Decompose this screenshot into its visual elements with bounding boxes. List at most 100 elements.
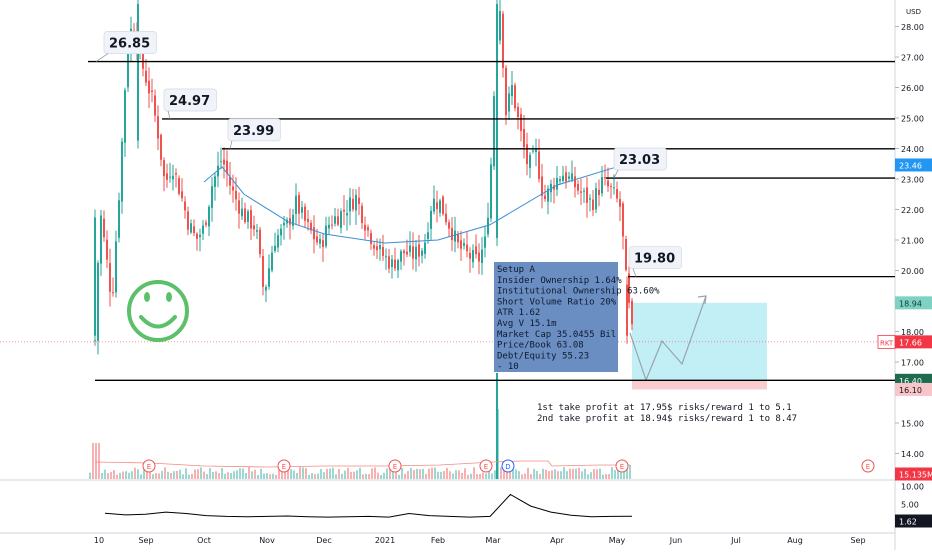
volume-bar	[503, 469, 505, 479]
earnings-marker-icon	[388, 459, 402, 473]
candle-body	[379, 245, 381, 249]
atr-value-badge: 1.62	[895, 514, 932, 528]
candle-body	[571, 173, 573, 180]
x-tick-label: Mar	[485, 536, 501, 545]
candle-body	[562, 175, 564, 181]
candle-body	[610, 186, 612, 188]
candle-body	[127, 50, 129, 88]
x-tick-label: Oct	[197, 536, 211, 545]
candle-body	[295, 195, 297, 214]
stop-price-badge-bg	[895, 382, 932, 396]
y-tick-label: 17.00	[901, 359, 924, 368]
candle-body	[367, 227, 369, 231]
volume-bar	[470, 473, 472, 479]
level-callout-pointer	[167, 110, 171, 120]
candle-body	[553, 185, 555, 190]
candle-body	[631, 300, 633, 325]
candle-body	[175, 173, 177, 175]
y-tick-label: 18.00	[901, 328, 924, 337]
candle-body	[157, 116, 159, 139]
level-callout-box	[613, 147, 667, 171]
candle-body	[199, 234, 201, 238]
volume-bar	[614, 470, 616, 479]
volume-bar	[467, 474, 469, 479]
volume-bar	[254, 469, 256, 479]
volume-bar	[374, 467, 376, 479]
volume-layer	[89, 373, 631, 479]
earnings-marker-icon	[277, 459, 291, 473]
candle-body	[406, 251, 408, 255]
volume-bar	[389, 467, 391, 479]
level-callout-pointer	[229, 140, 233, 149]
candle-body	[166, 173, 168, 180]
volume-bar	[356, 470, 358, 479]
candle-body	[592, 199, 594, 210]
volume-bar	[521, 474, 523, 479]
volume-bar	[302, 467, 304, 479]
volume-bar	[200, 467, 202, 479]
volume-bar	[461, 472, 463, 479]
candle-body	[469, 253, 471, 259]
candle-body	[457, 234, 459, 243]
candle-body	[439, 200, 441, 213]
y-tick-label: 21.00	[901, 237, 924, 246]
volume-bar	[344, 470, 346, 479]
candle-body	[217, 165, 219, 177]
volume-bar	[458, 470, 460, 479]
volume-bar	[287, 467, 289, 479]
y-tick-label: 25.00	[901, 115, 924, 124]
candle-body	[235, 190, 237, 200]
candle-body	[337, 216, 339, 225]
candle-body	[628, 273, 630, 303]
candle-body	[586, 187, 588, 203]
volume-bar	[602, 474, 604, 479]
volume-bar	[260, 468, 262, 479]
volume-bar	[323, 472, 325, 479]
candle-body	[565, 172, 567, 182]
volume-bar	[221, 467, 223, 479]
candle-body	[547, 188, 549, 202]
candle-body	[154, 95, 156, 116]
candle-body	[607, 180, 609, 187]
volume-bar	[575, 468, 577, 479]
candle-body	[109, 263, 111, 292]
volume-bar	[269, 474, 271, 479]
candle-body	[568, 176, 570, 179]
volume-bar	[227, 472, 229, 479]
level-callout-box	[628, 246, 682, 270]
candle-body	[520, 114, 522, 131]
candle-body	[442, 196, 444, 215]
volume-bar	[101, 473, 103, 479]
candle-body	[301, 207, 303, 213]
x-tick-label: Nov	[259, 536, 275, 545]
candle-body	[514, 85, 516, 109]
volume-bar	[587, 474, 589, 479]
volume-bar	[500, 467, 502, 479]
candle-body	[541, 176, 543, 196]
candle-body	[241, 208, 243, 217]
volume-bar	[512, 469, 514, 479]
setup-info-line: Short Volume Ratio 20%	[497, 297, 617, 307]
volume-bar	[146, 467, 148, 479]
volume-badge: 15.135M	[895, 467, 932, 481]
level-callout-box	[103, 31, 157, 54]
volume-bar	[122, 471, 124, 479]
volume-bar	[476, 474, 478, 479]
volume-bar	[278, 469, 280, 479]
volume-bar	[551, 470, 553, 479]
volume-bar	[599, 468, 601, 479]
volume-bar	[548, 471, 550, 479]
earnings-marker-icon	[861, 459, 875, 473]
candle-body	[616, 189, 618, 199]
candle-body	[304, 206, 306, 221]
volume-bar	[386, 468, 388, 479]
earnings-marker-label: E	[484, 463, 488, 471]
candle-body	[451, 228, 453, 241]
volume-bar	[401, 467, 403, 479]
volume-bar	[446, 467, 448, 479]
earnings-marker-icon	[479, 459, 493, 473]
candle-body	[511, 85, 513, 97]
volume-bar	[338, 469, 340, 479]
candle-body	[220, 161, 222, 163]
candle-body	[433, 198, 435, 212]
